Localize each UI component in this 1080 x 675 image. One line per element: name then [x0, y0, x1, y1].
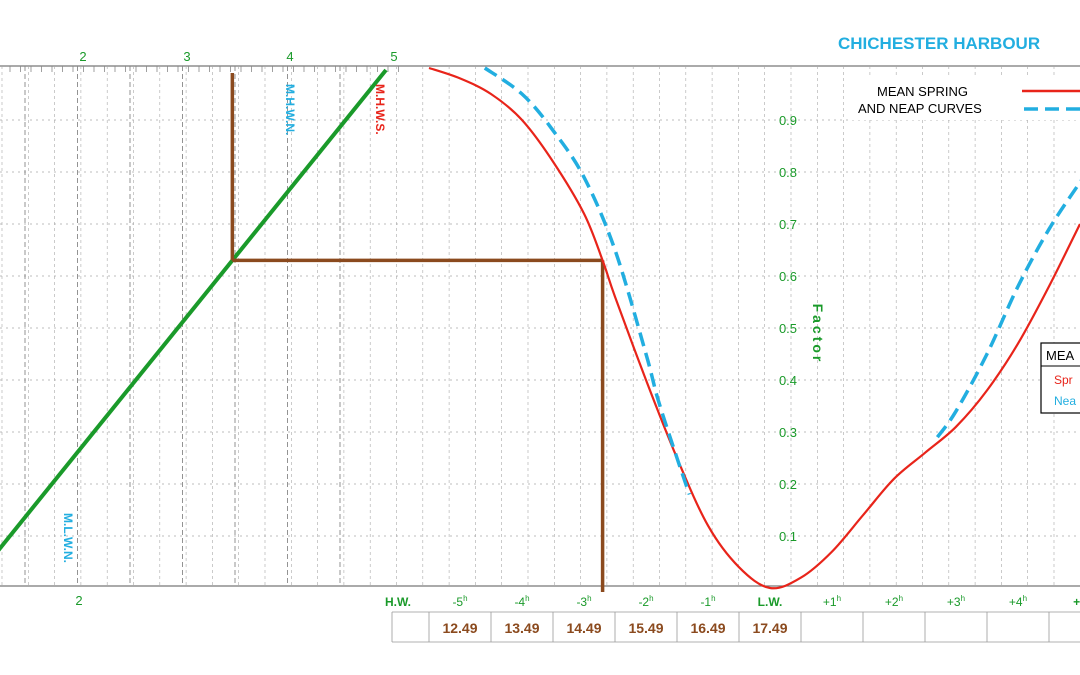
hour-tick-superscript: h [899, 594, 903, 603]
hour-tick-label: +1h [823, 594, 841, 609]
hour-tick-label: -3h [576, 594, 591, 609]
factor-tick-label: 0.3 [779, 425, 797, 440]
legend-line-2: AND NEAP CURVES [858, 101, 982, 116]
legend-background [850, 75, 1080, 120]
top-tick-labels: 2 3 4 5 [79, 49, 397, 64]
bottom-tick-label: 2 [75, 593, 82, 608]
time-table-entry: 13.49 [504, 620, 539, 636]
mhwn-label: M.H.W.N. [283, 84, 297, 135]
hour-tick-superscript: h [837, 594, 841, 603]
top-tick-label: 4 [286, 49, 293, 64]
time-table-entry: 14.49 [566, 620, 601, 636]
hour-tick-superscript: h [525, 594, 529, 603]
time-table-entry: 12.49 [442, 620, 477, 636]
hour-tick-label: -5h [452, 594, 467, 609]
top-tick-label: 5 [390, 49, 397, 64]
factor-tick-labels: 0.1 0.2 0.3 0.4 0.5 0.6 0.7 0.8 0.9 [779, 113, 797, 544]
hour-tick-superscript: h [1023, 594, 1027, 603]
hour-tick-label: +5 [1073, 595, 1080, 609]
hour-tick-superscript: h [463, 594, 467, 603]
spring-curve [428, 66, 1080, 590]
secondary-legend-header: MEA [1046, 348, 1075, 363]
time-table-entry: 15.49 [628, 620, 663, 636]
hour-tick-label: +2h [885, 594, 903, 609]
hour-tick-label: +3h [947, 594, 965, 609]
hour-tick-superscript: h [649, 594, 653, 603]
secondary-legend: MEA Spr Nea [1040, 342, 1080, 414]
hour-tick-label: L.W. [758, 595, 783, 609]
top-tick-label: 2 [79, 49, 86, 64]
mhws-label: M.H.W.S. [373, 84, 387, 135]
neap-curve-1 [483, 66, 692, 495]
time-table-entry: 16.49 [690, 620, 725, 636]
factor-tick-label: 0.6 [779, 269, 797, 284]
height-factor-line [0, 68, 388, 552]
chart-title: CHICHESTER HARBOUR [838, 34, 1040, 53]
legend-line-1: MEAN SPRING [877, 84, 968, 99]
hour-tick-label: +4h [1009, 594, 1027, 609]
factor-tick-label: 0.5 [779, 321, 797, 336]
time-table: 12.49 13.49 14.49 15.49 16.49 17.49 [391, 611, 1080, 643]
legend: MEAN SPRING AND NEAP CURVES [850, 75, 1080, 120]
hour-tick-label: -2h [638, 594, 653, 609]
factor-axis-label: Factor [810, 304, 826, 365]
grid-layer [0, 65, 1080, 587]
hour-tick-label: -1h [700, 594, 715, 609]
secondary-legend-spring: Spr [1054, 373, 1073, 387]
factor-tick-label: 0.9 [779, 113, 797, 128]
hour-tick-superscript: h [961, 594, 965, 603]
hour-tick-superscript: h [587, 594, 591, 603]
top-tick-label: 3 [183, 49, 190, 64]
secondary-legend-neap: Nea [1054, 394, 1076, 408]
hour-tick-superscript: h [711, 594, 715, 603]
factor-tick-label: 0.2 [779, 477, 797, 492]
factor-tick-label: 0.7 [779, 217, 797, 232]
lines-layer [0, 66, 1080, 592]
mlwn-label: M.L.W.N. [61, 513, 75, 563]
factor-tick-label: 0.8 [779, 165, 797, 180]
secondary-legend-box [1040, 342, 1080, 414]
neap-curve-2 [935, 179, 1080, 439]
bottom-tick-labels: 2 [75, 593, 82, 608]
hour-tick-labels: H.W. -5h -4h -3h -2h -1h L.W. +1h +2h +3h +4h +5 [385, 594, 1080, 609]
hour-tick-label: -4h [514, 594, 529, 609]
factor-tick-label: 0.1 [779, 529, 797, 544]
factor-tick-label: 0.4 [779, 373, 797, 388]
time-table-entry: 17.49 [752, 620, 787, 636]
hour-tick-label: H.W. [385, 595, 411, 609]
